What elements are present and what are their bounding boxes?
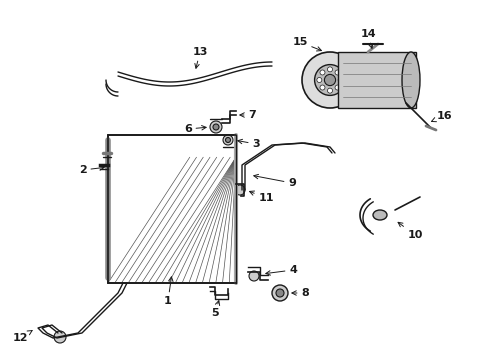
Circle shape [324, 75, 335, 86]
Circle shape [271, 285, 287, 301]
Text: 2: 2 [79, 165, 104, 175]
Circle shape [334, 85, 339, 90]
Text: 13: 13 [192, 47, 207, 68]
Circle shape [319, 85, 325, 90]
Ellipse shape [401, 52, 419, 108]
Text: 15: 15 [292, 37, 321, 51]
Circle shape [314, 64, 345, 95]
Circle shape [316, 77, 321, 82]
Circle shape [213, 124, 219, 130]
Circle shape [248, 271, 259, 281]
Text: 3: 3 [237, 139, 259, 149]
Text: 4: 4 [265, 265, 296, 275]
Text: 11: 11 [249, 191, 273, 203]
Circle shape [54, 331, 66, 343]
Text: 8: 8 [291, 288, 308, 298]
Circle shape [334, 70, 339, 75]
Circle shape [209, 121, 222, 133]
Text: 6: 6 [183, 124, 206, 134]
Bar [337, 52, 415, 108]
Text: 9: 9 [253, 174, 295, 188]
Text: 10: 10 [397, 222, 422, 240]
Text: 16: 16 [430, 111, 451, 122]
Circle shape [327, 88, 332, 93]
Text: 7: 7 [240, 110, 255, 120]
Circle shape [302, 52, 357, 108]
Text: 12: 12 [12, 330, 32, 343]
Circle shape [337, 77, 343, 82]
Circle shape [223, 135, 232, 145]
Bar [108, 135, 236, 283]
Ellipse shape [372, 210, 386, 220]
Circle shape [275, 289, 284, 297]
Text: 14: 14 [360, 29, 375, 48]
Circle shape [225, 138, 230, 143]
Circle shape [235, 185, 244, 195]
Text: 1: 1 [164, 277, 173, 306]
Text: 5: 5 [211, 301, 219, 318]
Circle shape [327, 67, 332, 72]
Circle shape [319, 70, 325, 75]
